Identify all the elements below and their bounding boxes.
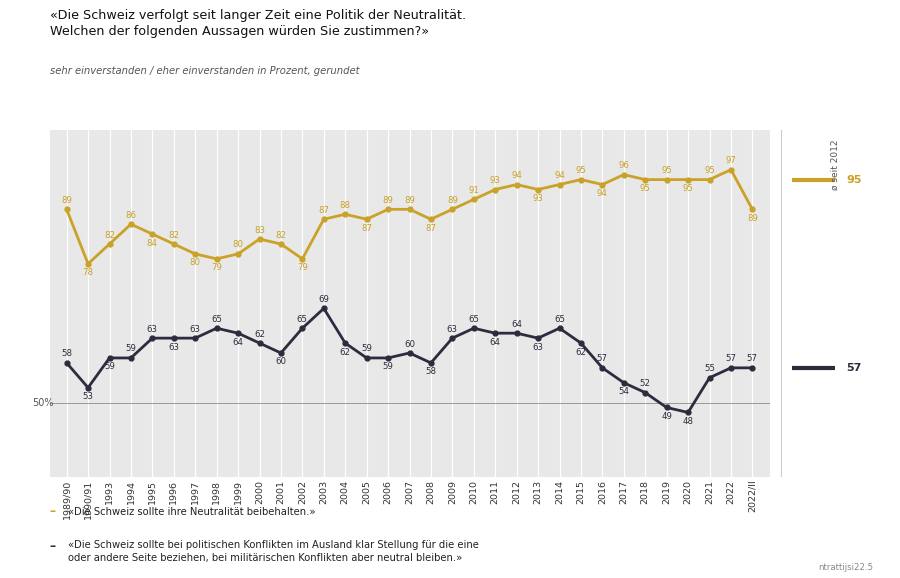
Text: 59: 59	[361, 344, 372, 354]
Text: 59: 59	[125, 344, 137, 354]
Text: 57: 57	[846, 363, 861, 373]
Text: 88: 88	[339, 201, 351, 210]
Text: 89: 89	[61, 196, 72, 205]
Text: 95: 95	[640, 184, 651, 193]
Text: 94: 94	[511, 171, 522, 180]
Text: 89: 89	[404, 196, 415, 205]
Text: 53: 53	[83, 392, 94, 401]
Text: 63: 63	[168, 343, 179, 351]
Text: sehr einverstanden / eher einverstanden in Prozent, gerundet: sehr einverstanden / eher einverstanden …	[50, 66, 359, 76]
Text: 80: 80	[232, 240, 244, 250]
Text: 59: 59	[104, 362, 115, 372]
Text: 91: 91	[468, 186, 479, 195]
Text: 64: 64	[511, 320, 522, 329]
Text: 87: 87	[361, 224, 372, 233]
Text: 55: 55	[704, 364, 715, 373]
Text: 82: 82	[168, 231, 179, 239]
Text: 62: 62	[575, 347, 587, 357]
Text: 84: 84	[147, 239, 158, 247]
Text: 52: 52	[640, 379, 651, 388]
Text: 60: 60	[275, 357, 286, 366]
Text: 96: 96	[618, 161, 629, 170]
Text: 65: 65	[468, 315, 480, 324]
Text: 97: 97	[725, 156, 736, 165]
Text: 89: 89	[447, 196, 458, 205]
Text: 79: 79	[297, 264, 308, 272]
Text: 63: 63	[190, 325, 201, 334]
Text: 65: 65	[554, 315, 565, 324]
Text: 65: 65	[297, 315, 308, 324]
Text: 93: 93	[490, 176, 500, 185]
Text: «Die Schweiz sollte bei politischen Konflikten im Ausland klar Stellung für die : «Die Schweiz sollte bei politischen Konf…	[68, 540, 479, 563]
Text: 80: 80	[190, 258, 201, 268]
Text: 63: 63	[147, 325, 158, 334]
Text: 57: 57	[597, 354, 608, 364]
Text: 93: 93	[533, 194, 544, 203]
Text: ntrattijsi22.5: ntrattijsi22.5	[818, 563, 873, 572]
Text: 58: 58	[426, 368, 436, 376]
Text: 60: 60	[404, 339, 415, 349]
Text: 62: 62	[339, 347, 351, 357]
Text: 57: 57	[725, 354, 736, 364]
Text: 64: 64	[232, 338, 244, 347]
Text: 95: 95	[846, 175, 861, 184]
Text: 48: 48	[682, 417, 694, 426]
Text: 95: 95	[704, 166, 715, 175]
Text: 94: 94	[597, 189, 608, 198]
Text: 54: 54	[618, 387, 629, 396]
Text: 78: 78	[83, 268, 94, 277]
Text: 69: 69	[319, 295, 329, 304]
Text: 49: 49	[662, 412, 672, 421]
Text: 63: 63	[533, 343, 544, 351]
Text: 65: 65	[212, 315, 222, 324]
Text: 63: 63	[447, 325, 458, 334]
Text: 95: 95	[682, 184, 694, 193]
Text: «Die Schweiz verfolgt seit langer Zeit eine Politik der Neutralität.
Welchen der: «Die Schweiz verfolgt seit langer Zeit e…	[50, 9, 465, 38]
Text: 50%: 50%	[32, 398, 54, 407]
Text: 62: 62	[254, 329, 265, 339]
Text: 95: 95	[575, 166, 587, 175]
Text: –: –	[50, 505, 56, 518]
Text: 59: 59	[382, 362, 393, 372]
Text: «Die Schweiz sollte ihre Neutralität beibehalten.»: «Die Schweiz sollte ihre Neutralität bei…	[68, 506, 315, 517]
Text: 95: 95	[662, 166, 672, 175]
Text: 64: 64	[490, 338, 500, 347]
Text: 82: 82	[104, 231, 115, 239]
Text: 89: 89	[382, 196, 393, 205]
Text: 58: 58	[61, 350, 72, 358]
Text: 57: 57	[747, 354, 758, 364]
Text: 83: 83	[254, 225, 265, 235]
Text: 79: 79	[212, 264, 222, 272]
Text: 87: 87	[426, 224, 436, 233]
Text: 82: 82	[275, 231, 286, 239]
Text: 87: 87	[319, 206, 329, 215]
Text: –: –	[50, 540, 56, 553]
Text: 86: 86	[125, 211, 137, 220]
Text: ø seit 2012: ø seit 2012	[831, 140, 840, 191]
Text: 89: 89	[747, 214, 758, 223]
Text: 94: 94	[554, 171, 565, 180]
